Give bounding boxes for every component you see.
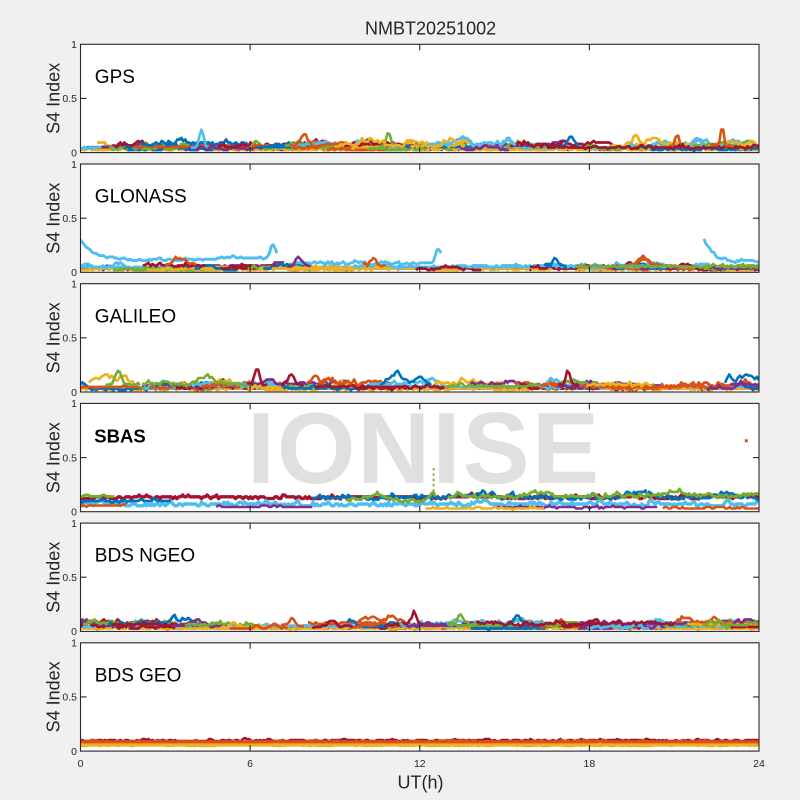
svg-text:6: 6	[247, 758, 253, 770]
svg-text:BDS GEO: BDS GEO	[95, 665, 182, 686]
svg-text:S4 Index: S4 Index	[44, 63, 64, 134]
svg-text:S4 Index: S4 Index	[44, 542, 64, 613]
svg-text:0: 0	[71, 147, 77, 159]
svg-text:BDS NGEO: BDS NGEO	[95, 546, 195, 567]
svg-text:18: 18	[584, 758, 596, 770]
svg-text:0.5: 0.5	[62, 93, 77, 105]
svg-text:0.5: 0.5	[62, 572, 77, 584]
svg-text:S4 Index: S4 Index	[44, 183, 64, 254]
svg-text:GLONASS: GLONASS	[95, 187, 187, 208]
svg-text:IONISE: IONISE	[247, 393, 601, 505]
svg-text:1: 1	[71, 159, 77, 171]
svg-text:SBAS: SBAS	[94, 426, 145, 447]
svg-text:0: 0	[78, 758, 84, 770]
svg-text:0: 0	[71, 507, 77, 519]
svg-text:1: 1	[71, 638, 77, 650]
svg-text:S4 Index: S4 Index	[44, 661, 64, 732]
svg-text:1: 1	[71, 279, 77, 291]
svg-text:1: 1	[71, 398, 77, 410]
svg-text:0.5: 0.5	[62, 452, 77, 464]
svg-text:24: 24	[753, 758, 765, 770]
svg-text:S4 Index: S4 Index	[44, 422, 64, 493]
svg-text:12: 12	[414, 758, 426, 770]
svg-text:0: 0	[71, 626, 77, 638]
svg-text:0: 0	[71, 387, 77, 399]
svg-text:1: 1	[71, 518, 77, 530]
svg-text:0.5: 0.5	[62, 333, 77, 345]
svg-text:GALILEO: GALILEO	[95, 306, 176, 327]
svg-text:0: 0	[71, 267, 77, 279]
svg-text:UT(h): UT(h)	[398, 773, 444, 793]
svg-text:1: 1	[71, 39, 77, 51]
svg-text:0: 0	[71, 746, 77, 758]
svg-text:0.5: 0.5	[62, 213, 77, 225]
svg-text:GPS: GPS	[95, 67, 135, 88]
svg-text:S4 Index: S4 Index	[44, 302, 64, 373]
svg-text:NMBT20251002: NMBT20251002	[365, 18, 496, 38]
svg-text:0.5: 0.5	[62, 692, 77, 704]
